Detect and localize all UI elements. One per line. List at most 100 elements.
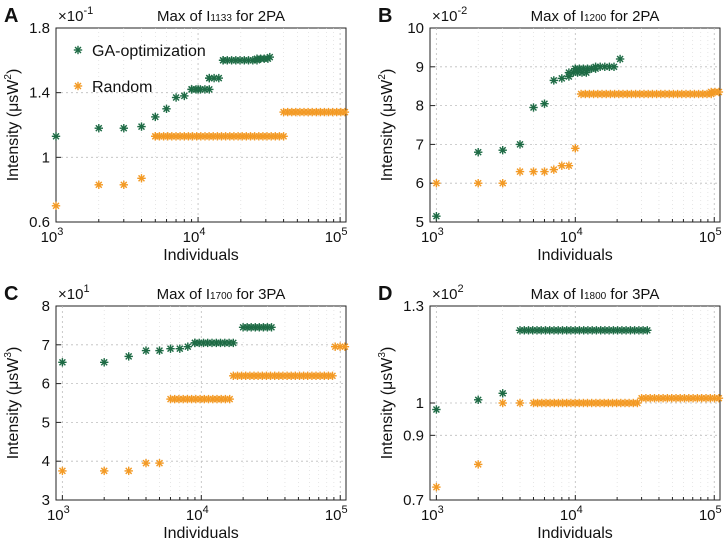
y-axis-label-main: Intensity (μsW	[5, 357, 22, 460]
y-axis-label-close: )	[379, 69, 396, 74]
data-point	[515, 140, 525, 149]
x-tick-label: 103	[47, 504, 70, 524]
y-axis-label: Intensity (μsW3)	[3, 347, 22, 460]
series-random	[432, 394, 724, 492]
y-exponent-power: 1	[83, 283, 89, 295]
x-tick-label: 103	[421, 504, 444, 524]
y-axis-label: Intensity (μsW2)	[3, 69, 22, 182]
y-tick-label: 0.6	[29, 214, 50, 231]
data-point	[171, 93, 181, 102]
data-point	[432, 178, 441, 188]
data-point	[557, 161, 566, 170]
x-tick-label: 103	[421, 226, 444, 246]
data-point	[498, 178, 507, 188]
data-point	[155, 346, 164, 355]
data-point	[498, 389, 507, 398]
y-axis-label-main: Intensity (μsW	[5, 79, 22, 182]
y-tick-label: 6	[416, 175, 424, 192]
plot-area	[429, 27, 721, 223]
data-point	[51, 201, 61, 211]
data-point	[515, 398, 525, 408]
data-point	[225, 394, 234, 404]
x-axis-label: Individuals	[537, 525, 613, 542]
legend: GA-optimization Random	[73, 43, 206, 96]
series-ga	[58, 323, 276, 367]
data-point	[328, 371, 337, 380]
y-axis-label-close: )	[5, 347, 22, 352]
data-point	[714, 394, 724, 403]
series-random	[51, 107, 350, 211]
data-point	[175, 344, 185, 353]
title-prefix: Max of	[157, 8, 206, 25]
series-ga	[51, 52, 274, 141]
x-tick-label: 105	[699, 226, 722, 246]
x-axis-label: Individuals	[537, 247, 613, 264]
data-point	[141, 346, 151, 355]
y-exponent-base: ×10	[432, 286, 457, 303]
y-tick-label: 0.7	[403, 492, 424, 509]
x-axis-label: Individuals	[163, 525, 239, 542]
data-point	[99, 358, 109, 367]
data-point	[119, 180, 129, 190]
data-point	[432, 482, 441, 492]
y-exponent-base: ×10	[432, 8, 457, 25]
x-tick-label: 105	[325, 226, 348, 246]
title-prefix: Max of	[531, 8, 580, 25]
y-tick-label: 1.8	[29, 20, 50, 37]
panel-letter: C	[4, 283, 18, 305]
data-point	[432, 405, 441, 414]
panel-letter: B	[378, 5, 392, 27]
data-point	[137, 174, 146, 183]
data-point	[615, 54, 625, 64]
y-exponent-label: ×10-1	[58, 5, 93, 25]
data-point	[137, 122, 146, 131]
x-tick-label: 104	[186, 504, 209, 524]
data-point	[214, 73, 224, 83]
y-tick-label: 7	[416, 136, 424, 153]
x-tick-label: 103	[41, 226, 64, 246]
panel-d: 0.7 0.9 1 1.3 103 104 105 Individuals Intensity …	[377, 283, 724, 542]
title-suffix: for 3PA	[606, 286, 659, 303]
data-point	[279, 132, 288, 141]
x-tick-label: 104	[183, 226, 206, 246]
data-point	[94, 123, 104, 133]
y-axis-label-close: )	[379, 347, 396, 352]
panel-letter: D	[378, 283, 392, 305]
panel-title: Max of I1800 for 3PA	[531, 286, 660, 303]
title-symbol: I	[206, 286, 210, 303]
plot-area	[55, 27, 347, 223]
y-tick-label: 6	[42, 376, 50, 393]
y-axis-label-close: )	[5, 69, 22, 74]
data-point	[263, 54, 273, 63]
data-point	[643, 326, 652, 335]
series-random	[432, 87, 724, 188]
data-point	[94, 180, 104, 190]
data-point	[162, 104, 171, 114]
data-point	[529, 103, 538, 112]
panel-title: Max of I1700 for 3PA	[157, 286, 286, 303]
data-point	[714, 87, 724, 97]
legend-item-ga: GA-optimization	[73, 43, 206, 60]
data-point	[609, 62, 619, 72]
y-tick-label: 5	[416, 214, 424, 231]
data-point	[540, 99, 549, 108]
panel-c: 3 4 5 6 7 8 103 104 105 Individuals Intensity (μsW…	[3, 283, 350, 542]
data-point	[549, 76, 558, 85]
panel-a: 0.6 1 1.4 1.8 103 104 105 Individuals Intensity …	[3, 5, 350, 264]
y-tick-label: 9	[416, 59, 424, 76]
data-point	[51, 132, 61, 141]
title-symbol: I	[580, 286, 584, 303]
data-point	[474, 460, 483, 469]
data-point	[529, 167, 538, 176]
data-point	[432, 211, 441, 221]
data-point	[515, 167, 525, 176]
data-point	[267, 323, 276, 332]
title-suffix: for 2PA	[232, 8, 285, 25]
data-point	[571, 144, 580, 153]
y-tick-label: 1.4	[29, 85, 50, 102]
series-ga	[432, 54, 625, 221]
x-tick-label: 104	[560, 226, 583, 246]
data-point	[340, 342, 350, 351]
legend-item-random: Random	[73, 79, 152, 96]
